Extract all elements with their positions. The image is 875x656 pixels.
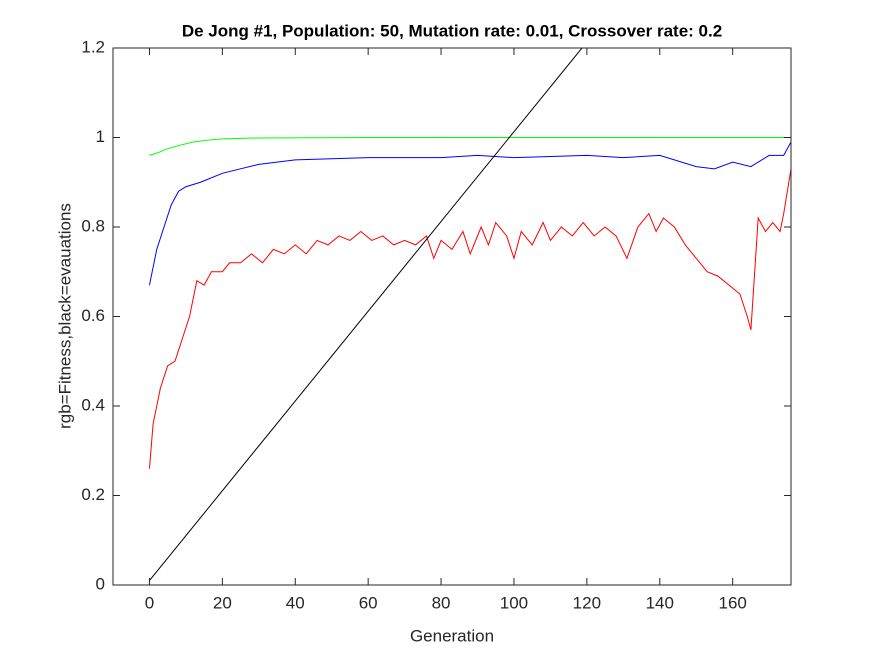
x-tick-label: 120: [573, 593, 601, 612]
y-tick-label: 0: [96, 574, 105, 593]
y-axis-label: rgb=Fitness,black=evauations: [55, 203, 74, 429]
x-tick-label: 140: [646, 593, 674, 612]
x-tick-label: 100: [500, 593, 528, 612]
x-tick-label: 160: [718, 593, 746, 612]
y-tick-label: 0.2: [81, 485, 105, 504]
x-tick-label: 20: [213, 593, 232, 612]
x-tick-label: 60: [359, 593, 378, 612]
chart-title: De Jong #1, Population: 50, Mutation rat…: [182, 21, 722, 40]
y-tick-label: 1.2: [81, 37, 105, 56]
y-tick-label: 0.6: [81, 306, 105, 325]
series-line: [148, 168, 791, 469]
series-line: [149, 137, 791, 156]
x-tick-label: 80: [432, 593, 451, 612]
y-tick-label: 0.8: [81, 216, 105, 235]
series-line: [149, 48, 583, 581]
axes-box: [112, 47, 792, 586]
x-tick-label: 0: [145, 593, 154, 612]
y-tick-label: 0.4: [81, 395, 105, 414]
y-tick-label: 1: [96, 127, 105, 146]
x-axis-label: Generation: [410, 626, 494, 645]
x-tick-label: 40: [286, 593, 305, 612]
series-line: [148, 141, 791, 286]
plot-lines: [148, 48, 791, 581]
